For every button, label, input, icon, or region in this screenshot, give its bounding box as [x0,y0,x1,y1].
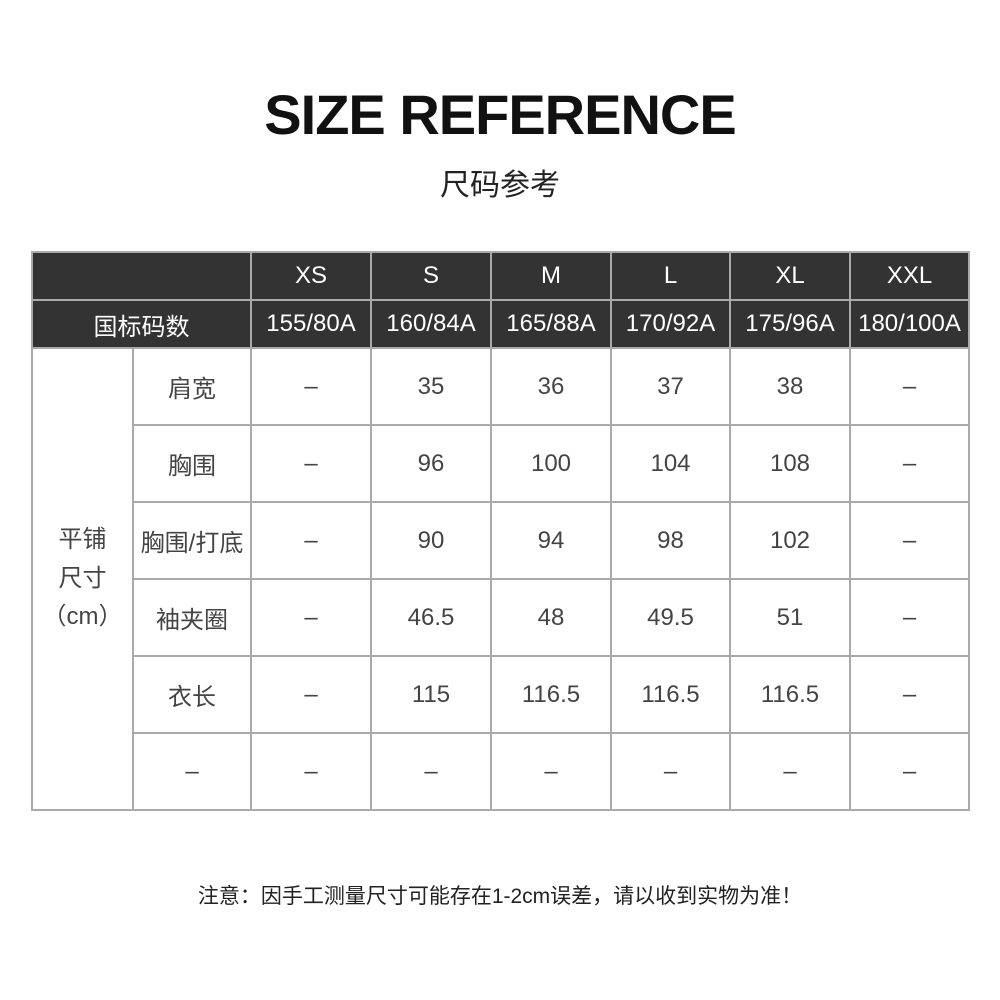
measurement-cell: – [250,424,372,503]
measurement-cell: 116.5 [490,655,612,734]
measurement-cell: 48 [490,578,612,657]
standard-size-cell: 180/100A [849,299,970,349]
measurement-cell: 94 [490,501,612,580]
table-row: 胸围/打底 –90 94 98 102– [32,501,970,580]
measurement-cell: 38 [729,347,851,426]
measurement-cell: 115 [370,655,492,734]
standard-size-cell: 165/88A [490,299,612,349]
measurement-cell: 36 [490,347,612,426]
measurement-cell: 90 [370,501,492,580]
row-label: 胸围 [132,424,252,503]
measurement-note: 注意：因手工测量尺寸可能存在1-2cm误差，请以收到实物为准！ [197,885,803,908]
row-label: 胸围/打底 [132,501,252,580]
measurement-cell: 104 [610,424,731,503]
size-header: XXL [849,251,970,301]
row-label: 衣长 [132,655,252,734]
size-header: XL [729,251,851,301]
size-header: L [610,251,731,301]
page-title: SIZE REFERENCE [264,83,736,146]
measurement-cell: 96 [370,424,492,503]
measurement-cell: – [250,347,372,426]
size-table: XS S M L XL XXL 国标码数 155/80A 160/84A 165/88A 170/9… [31,251,970,811]
measurement-cell: 102 [729,501,851,580]
measurement-cell: – [610,732,731,811]
table-row: 衣长 –115 116.5 116.5 116.5– [32,655,970,734]
group-label-line: 尺寸 [58,564,107,592]
measurement-cell: – [250,501,372,580]
group-label-line: 平铺 [58,526,107,554]
standard-size-cell: 175/96A [729,299,851,349]
size-header: S [370,251,492,301]
row-label: 袖夹圈 [132,578,252,657]
measurement-cell: 116.5 [610,655,731,734]
measurement-cell: – [849,501,970,580]
measurement-cell: 46.5 [370,578,492,657]
measurement-cell: – [849,578,970,657]
measurement-cell: – [849,655,970,734]
table-row: – – – – – – – [32,732,970,811]
measurement-cell: 37 [610,347,731,426]
table-row: 袖夹圈 –46.5 48 49.5 51– [32,578,970,657]
measurement-cell: – [849,347,970,426]
standard-size-label: 国标码数 [31,299,252,349]
measurement-cell: – [729,732,851,811]
measurement-cell: 100 [490,424,612,503]
measurement-cell: 35 [370,347,492,426]
size-header: XS [250,251,372,301]
measurement-cell: 116.5 [729,655,851,734]
standard-size-cell: 160/84A [370,299,492,349]
measurement-cell: – [849,424,970,503]
measurement-cell: – [250,578,372,657]
measurement-cell: – [250,655,372,734]
row-label: – [132,732,252,811]
standard-size-cell: 170/92A [610,299,731,349]
measurement-cell: 98 [610,501,731,580]
table-row: 胸围 –96 100 104 108– [32,424,970,503]
measurement-cell: 51 [729,578,851,657]
measurement-group-label: 平铺尺寸 （cm） [31,347,134,811]
group-label-line: （cm） [42,603,123,631]
header-corner [31,251,252,301]
page-subtitle: 尺码参考 [440,169,560,202]
standard-size-cell: 155/80A [250,299,372,349]
standard-size-row: 国标码数 155/80A 160/84A 165/88A 170/92A 175/96A 1… [31,299,970,349]
measurement-cell: – [490,732,612,811]
size-header: M [490,251,612,301]
measurement-cell: – [250,732,372,811]
size-header-row: XS S M L XL XXL [31,251,970,301]
measurement-cell: – [849,732,970,811]
row-label: 肩宽 [132,347,252,426]
measurement-cell: 49.5 [610,578,731,657]
measurement-cell: – [370,732,492,811]
measurement-cell: 108 [729,424,851,503]
table-row: 平铺 尺寸 （cm） 肩宽 –35 36 37 38– [31,347,970,811]
